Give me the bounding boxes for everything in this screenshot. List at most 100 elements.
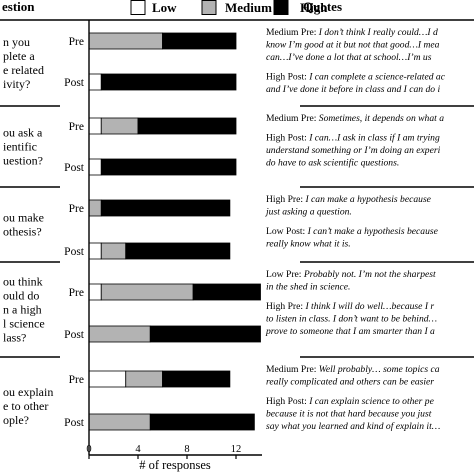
bar-segment-high: [137, 117, 237, 135]
quote-label: Medium Pre:: [266, 113, 319, 124]
quote-text: know I’m good at it but not that good…I …: [266, 40, 440, 51]
quote-label: Low Post:: [266, 226, 308, 237]
quote-line: really complicated and others can be eas…: [266, 377, 434, 388]
question-text-line: ivity?: [3, 77, 30, 91]
quote-line: High Pre: I can make a hypothesis becaus…: [266, 194, 432, 205]
quote-text: and I’ve done it before in class and I c…: [266, 84, 440, 95]
quote-line: to listen in class. I don’t want to be b…: [266, 314, 437, 325]
bar-segment-low: [88, 370, 127, 388]
bar-segment-medium: [88, 413, 151, 431]
question-text-line: n you: [3, 35, 30, 49]
quote-text: I can’t make a hypothesis because: [307, 226, 439, 237]
legend-swatch-low: [130, 0, 146, 15]
bar-segment-medium: [88, 32, 163, 50]
x-tick-label: 0: [86, 444, 91, 455]
quote-text: do have to ask scientific questions.: [266, 158, 399, 169]
bar-segment-high: [162, 370, 231, 388]
quote-text: I can explain science to other pe: [308, 396, 434, 407]
quote-label: Medium Pre:: [266, 27, 319, 38]
row-label-post: Post: [64, 246, 85, 258]
legend-swatch-high: [273, 0, 289, 15]
row-label-pre: Pre: [69, 374, 84, 386]
question-text-line: lass?: [3, 331, 26, 345]
bar-segment-high: [100, 73, 237, 91]
quote-line: know I’m good at it but not that good…I …: [266, 40, 440, 51]
row-label-post: Post: [64, 162, 85, 174]
quote-line: do have to ask scientific questions.: [266, 158, 399, 169]
x-axis-label: # of responses: [139, 458, 211, 472]
bar-segment-medium: [125, 370, 163, 388]
question-text-line: ou make: [3, 211, 44, 225]
quote-line: Low Post: I can’t make a hypothesis beca…: [266, 226, 439, 237]
quote-line: in the shed in science.: [266, 282, 350, 293]
row-label-pre: Pre: [69, 36, 84, 48]
question-text-line: e to other: [3, 399, 48, 413]
quote-label: Medium Pre:: [266, 364, 319, 375]
legend-label-medium: Medium: [225, 0, 272, 15]
question-text-line: ou ask a: [3, 126, 43, 140]
bar-segment-low: [88, 117, 102, 135]
quote-text: I can complete a science-related ac: [308, 72, 446, 83]
quote-line: prove to someone that I am smarter than …: [265, 326, 435, 337]
quote-text: Probably not. I’m not the sharpest: [303, 269, 436, 280]
x-tick-label: 8: [184, 444, 189, 455]
quote-line: Medium Pre: Sometimes, it depends on wha…: [266, 113, 444, 124]
quote-line: just asking a question.: [264, 207, 352, 218]
quote-text: understand something or I’m doing an exp…: [266, 145, 441, 156]
quotes-column-header: Quotes: [303, 0, 342, 14]
question-text-line: ou think: [3, 275, 43, 289]
quote-text: I think I will do well…because I r: [304, 301, 434, 312]
question-text-line: othesis?: [3, 225, 42, 239]
quote-label: Low Pre:: [266, 269, 304, 280]
quote-line: understand something or I’m doing an exp…: [266, 145, 441, 156]
quote-text: I don’t think I really could…I d: [318, 27, 438, 38]
quote-label: High Post:: [266, 72, 309, 83]
x-axis-ticks: 0 4 8 12: [86, 444, 241, 459]
quote-line: really know what it is.: [266, 239, 351, 250]
bar-segment-high: [162, 32, 237, 50]
question-text-line: plete a: [3, 49, 35, 63]
quote-text: because it is not that hard because you …: [266, 409, 432, 420]
quote-text: just asking a question.: [264, 207, 352, 218]
quote-text: Well probably… some topics ca: [319, 364, 440, 375]
quote-text: I can…I ask in class if I am trying: [308, 133, 440, 144]
question-text-line: e related: [3, 63, 44, 77]
x-tick-label: 12: [231, 444, 242, 455]
quote-line: Medium Pre: Well probably… some topics c…: [266, 364, 440, 375]
quote-text: Sometimes, it depends on what a: [319, 113, 444, 124]
legend-label-high: High: [300, 0, 328, 15]
row-label-pre: Pre: [69, 203, 84, 215]
bar-segment-high: [149, 325, 261, 343]
bar-segment-high: [149, 413, 255, 431]
quote-text: really complicated and others can be eas…: [266, 377, 434, 388]
bar-segment-low: [88, 73, 102, 91]
question-text-line: l science: [3, 317, 45, 331]
row-label-post: Post: [64, 417, 85, 429]
quote-label: High Pre:: [266, 301, 305, 312]
bar-segment-medium: [100, 117, 139, 135]
quote-line: because it is not that hard because you …: [266, 409, 432, 420]
bar-segment-high: [192, 283, 261, 301]
quote-label: High Post:: [266, 396, 309, 407]
bar-segment-medium: [100, 242, 127, 260]
quote-line: can…I’ve done a lot that at school…I’m u…: [266, 52, 432, 63]
quote-text: in the shed in science.: [266, 282, 350, 293]
row-label-post: Post: [64, 77, 85, 89]
question-text-line: uestion?: [3, 154, 43, 168]
legend: Low Medium High: [130, 0, 328, 15]
question-text-line: ientific: [3, 140, 37, 154]
quote-text: prove to someone that I am smarter than …: [265, 326, 435, 337]
quote-line: High Post: I can explain science to othe…: [266, 396, 435, 407]
bar-segment-medium: [100, 283, 194, 301]
row-label-pre: Pre: [69, 287, 84, 299]
quote-line: High Pre: I think I will do well…because…: [266, 301, 434, 312]
quote-line: High Post: I can…I ask in class if I am …: [266, 133, 440, 144]
x-tick-label: 4: [135, 444, 141, 455]
question-column-header: estion: [2, 0, 35, 14]
quote-text: to listen in class. I don’t want to be b…: [266, 314, 437, 325]
